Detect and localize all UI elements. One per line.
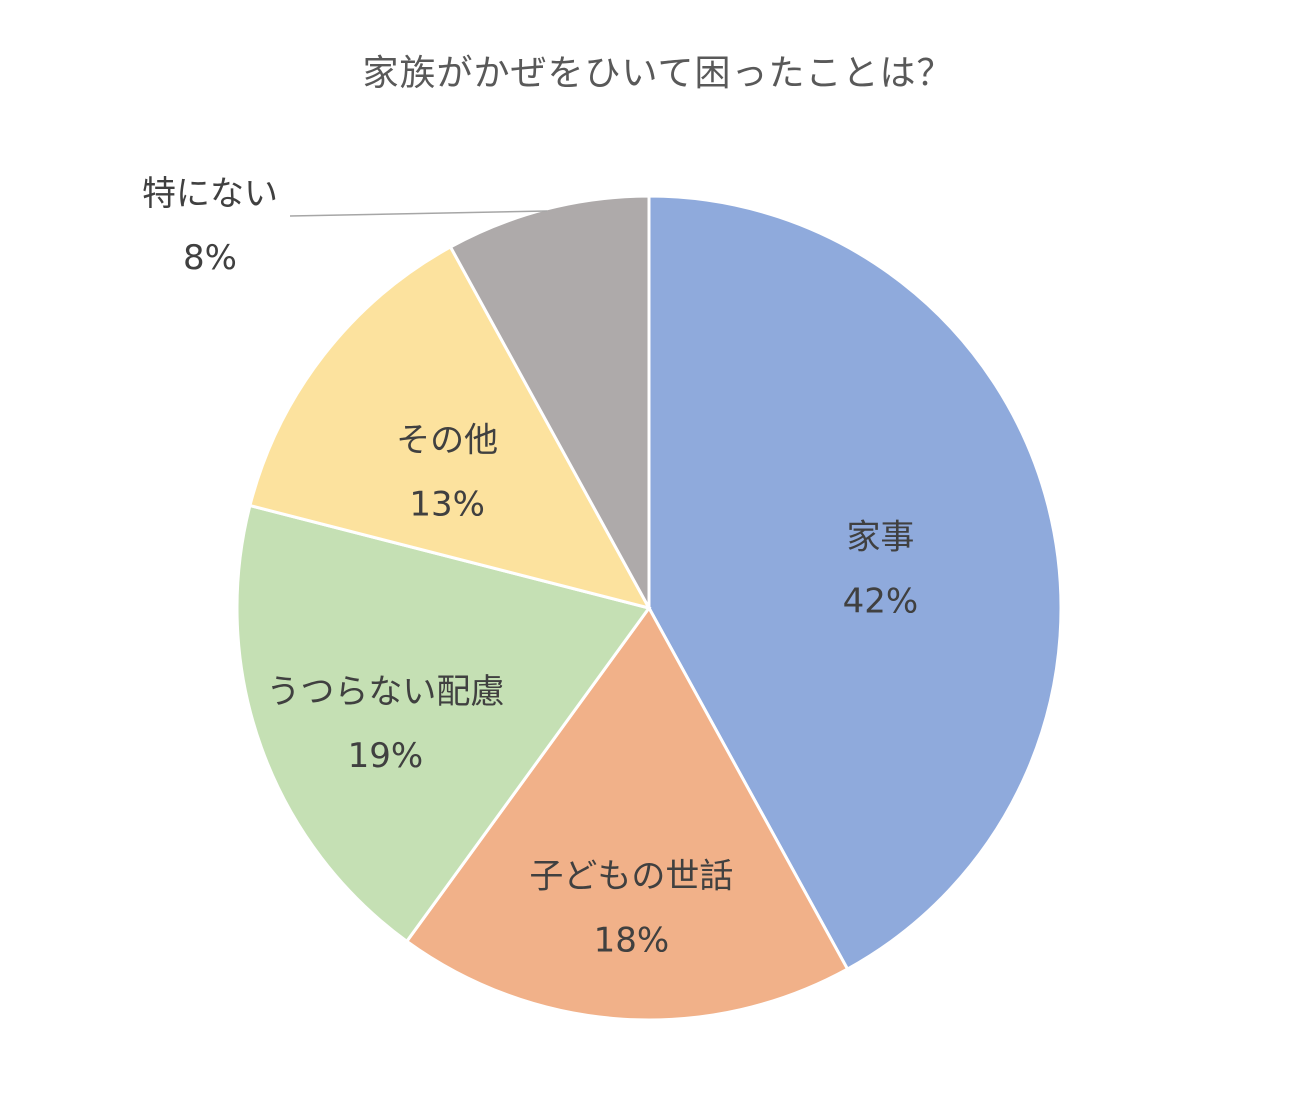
slice-value-label: 8% [183, 238, 237, 278]
pie-slice [647, 194, 1063, 972]
pie-slice [448, 194, 651, 609]
slice-value-label: 13% [409, 484, 485, 524]
slice-category-label: 家事 [846, 518, 914, 558]
leader-line [289, 210, 548, 217]
slice-category-label: 子どもの世話 [529, 857, 733, 897]
slice-value-label: 18% [594, 921, 670, 961]
slice-category-label: 特にない [142, 174, 278, 214]
pie-slice [248, 244, 652, 611]
pie-slice [404, 605, 850, 1022]
slice-category-label: その他 [396, 420, 498, 460]
slice-category-label: うつらない配慮 [266, 672, 504, 712]
slice-value-label: 19% [348, 736, 424, 776]
pie-slice [235, 503, 652, 944]
slice-value-label: 42% [843, 582, 919, 622]
chart-title: 家族がかぜをひいて困ったことは？ [362, 53, 954, 94]
